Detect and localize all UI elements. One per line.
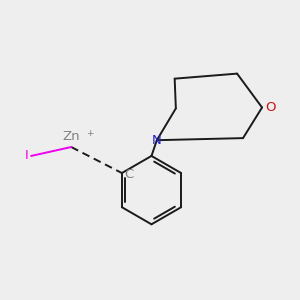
Text: I: I xyxy=(25,149,29,162)
Text: +: + xyxy=(86,128,93,137)
Text: C: C xyxy=(124,168,134,181)
Text: N: N xyxy=(152,134,162,147)
Text: O: O xyxy=(265,101,275,114)
Text: Zn: Zn xyxy=(62,130,80,142)
